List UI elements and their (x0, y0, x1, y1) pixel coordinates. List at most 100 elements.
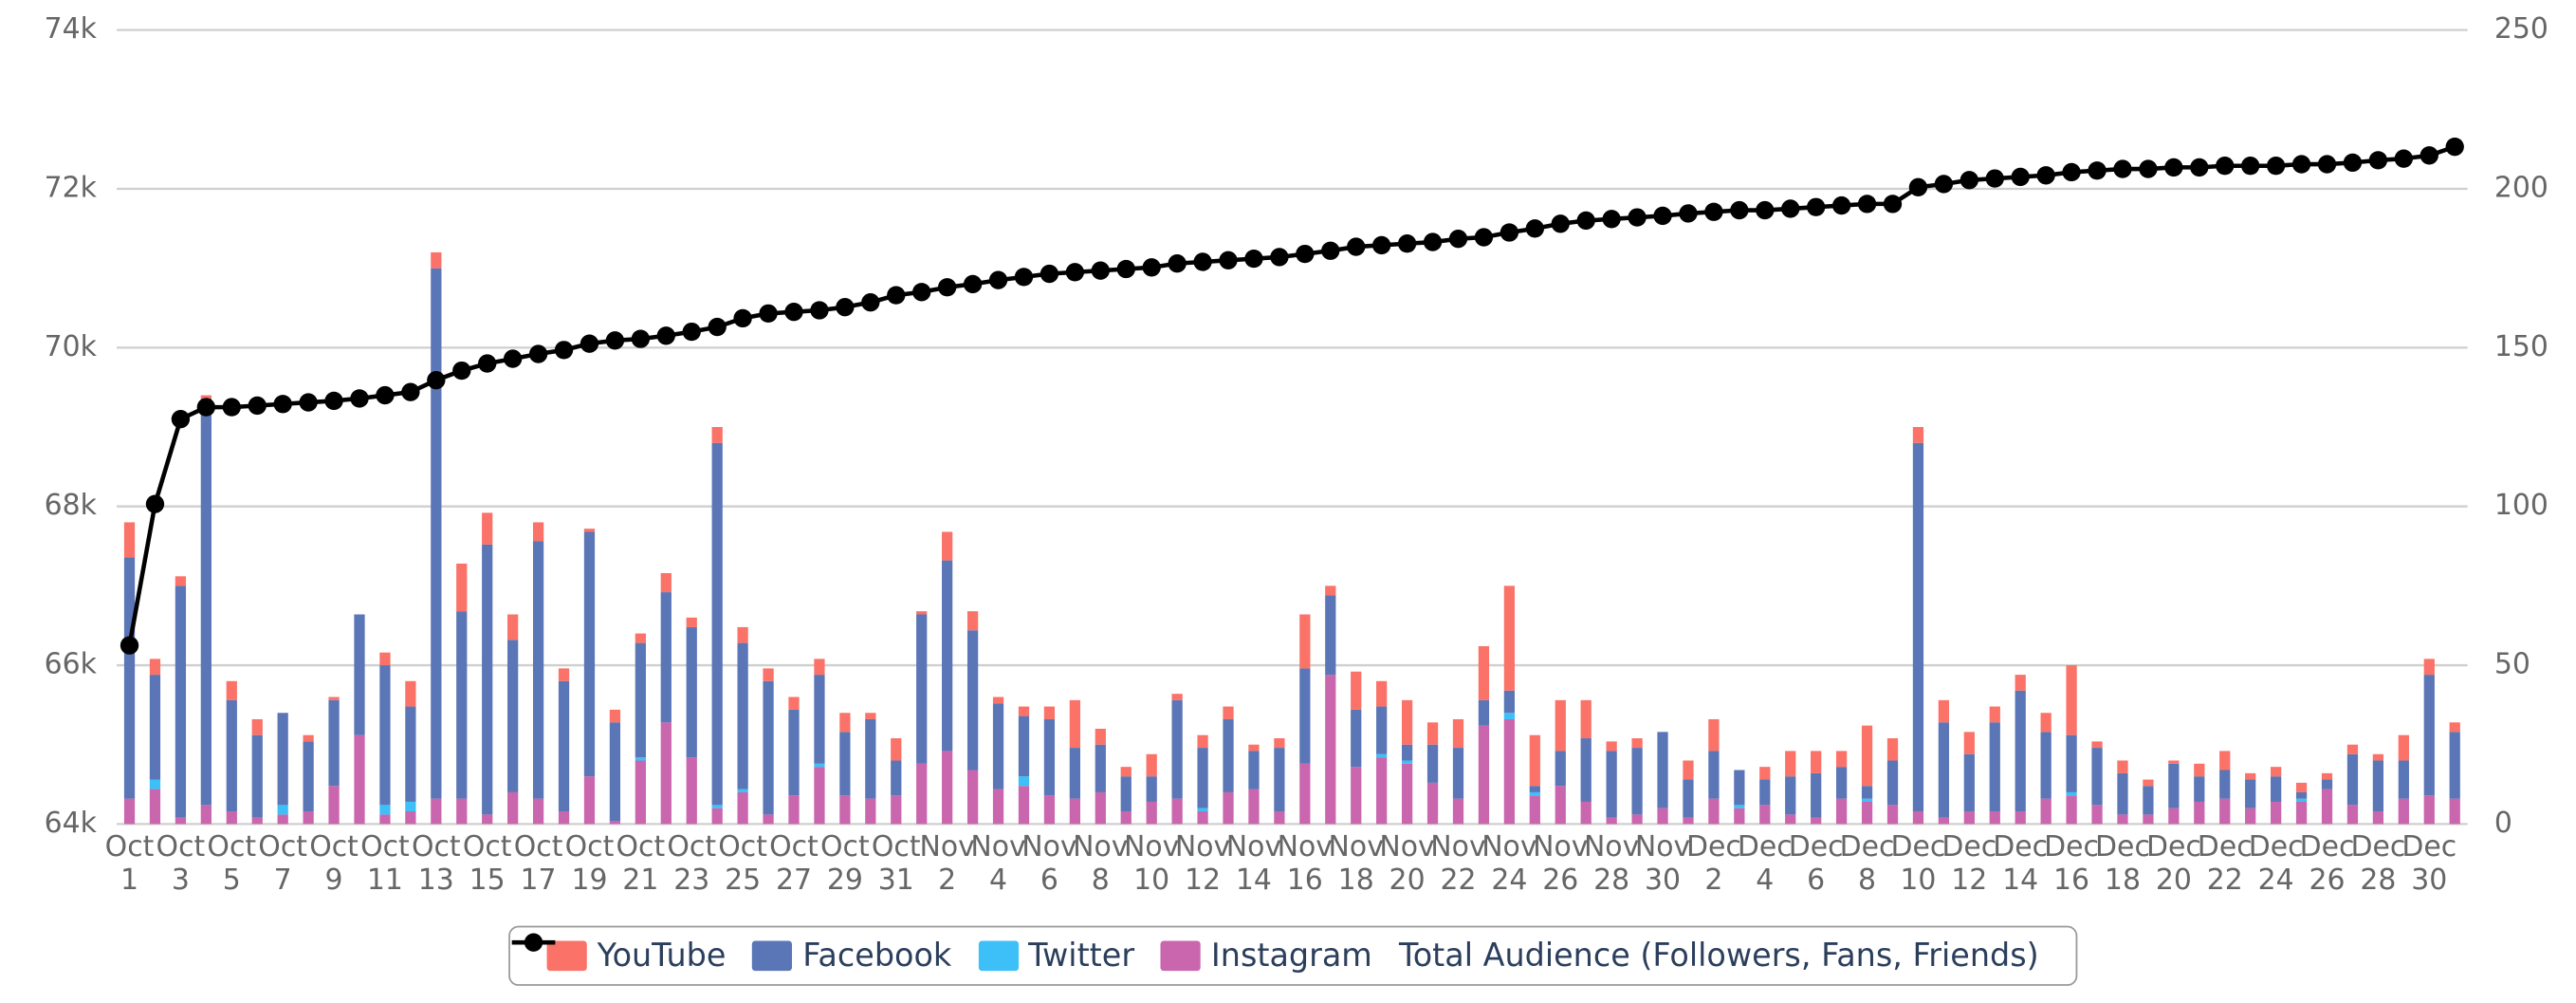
bar-segment (1529, 786, 1540, 792)
bar-segment (865, 713, 876, 719)
bar-segment (1248, 789, 1260, 825)
line-marker (759, 304, 778, 324)
line-marker (682, 322, 701, 342)
bar-segment (1606, 751, 1617, 818)
bar-segment (1529, 795, 1540, 825)
line-marker (452, 361, 471, 381)
bar-segment (1606, 741, 1617, 752)
bar-segment (1657, 732, 1668, 808)
bar-segment (1197, 808, 1208, 812)
bar-segment (635, 642, 646, 758)
bar-segment (763, 680, 774, 815)
bar-segment (1401, 699, 1413, 745)
bar-segment (2219, 751, 2231, 771)
line-marker (784, 303, 803, 322)
bar-segment (1146, 776, 1157, 802)
line-marker (1397, 234, 1417, 253)
x-tick-label: Oct 31 (871, 830, 921, 898)
legend-swatch (752, 940, 793, 972)
bar-segment (2449, 732, 2460, 799)
bar-segment (2066, 791, 2077, 796)
bar-segment (1478, 725, 1490, 825)
x-tick-label: Oct 21 (616, 830, 666, 898)
bar-segment (2066, 734, 2077, 792)
bar-segment (737, 789, 748, 792)
bar-segment (2271, 801, 2282, 825)
bar-segment (942, 751, 953, 825)
x-tick-label: Oct 23 (667, 830, 717, 898)
bar-segment (1452, 748, 1464, 799)
bar-segment (1248, 751, 1260, 789)
bar-segment (814, 763, 825, 768)
line-marker (427, 370, 446, 390)
x-tick-label: Nov 2 (919, 830, 975, 898)
legend-label: Instagram (1210, 937, 1372, 975)
bar-segment (2398, 798, 2409, 825)
line-marker (1653, 206, 1672, 226)
line-marker (1628, 208, 1647, 227)
bar-segment (660, 592, 672, 723)
bar-segment (916, 611, 928, 615)
legend: YouTube Facebook Twitter Instagram Total Aud… (508, 925, 2078, 986)
bar-segment (2117, 760, 2128, 773)
bar-segment (1759, 767, 1771, 780)
line-marker (171, 409, 191, 429)
x-tick-label: Oct 9 (309, 830, 359, 898)
x-tick-label: Nov 16 (1277, 830, 1334, 898)
bar-segment (583, 776, 596, 825)
legend-swatch (546, 940, 588, 972)
line-marker (1321, 241, 1340, 260)
y-tick-label: 64k (45, 807, 98, 840)
bar-segment (149, 659, 161, 676)
legend-marker (524, 933, 543, 952)
bar-segment (405, 801, 416, 812)
bar-segment (763, 814, 774, 825)
bar-segment (2449, 722, 2460, 733)
line-marker (2291, 155, 2311, 174)
line-marker (2216, 157, 2235, 176)
bar-segment (532, 541, 544, 799)
bar-segment (1376, 680, 1388, 707)
line-marker (1065, 263, 1085, 282)
line-marker (1168, 253, 1187, 273)
x-tick-label: Dec 26 (2299, 830, 2355, 898)
bar-segment (2219, 798, 2231, 825)
bar-segment (251, 718, 263, 735)
bar-segment (1555, 699, 1566, 752)
bar-segment (1989, 722, 2000, 812)
bar-segment (1529, 734, 1540, 787)
x-tick-label: Dec 14 (1993, 830, 2049, 898)
bar-segment (2372, 760, 2384, 812)
line-marker (1960, 171, 1978, 190)
line-marker (1831, 195, 1851, 215)
line-marker (1679, 204, 1698, 223)
line-marker (478, 354, 497, 373)
x-tick-label: Oct 19 (564, 830, 615, 898)
bar-segment (1197, 748, 1208, 808)
bar-segment (609, 722, 621, 822)
bar-segment (507, 640, 519, 792)
line-marker (631, 329, 651, 348)
x-tick-label: Nov 6 (1021, 830, 1077, 898)
bar-segment (379, 652, 391, 666)
bar-segment (2295, 782, 2308, 792)
bar-segment (2015, 675, 2026, 691)
line-marker (733, 308, 752, 328)
chart: 64k 66k 68k 70k 72k 74k 0 50 100 150 200 250 (45, 12, 2548, 840)
line-marker (2343, 153, 2363, 173)
bar-segment (2372, 811, 2384, 825)
bar-segment (226, 811, 237, 825)
line-marker (1116, 259, 1135, 279)
bar-segment (1452, 798, 1464, 825)
bar-segment (1963, 811, 1975, 825)
bar-segment (303, 741, 314, 812)
bar-segment (2143, 779, 2154, 787)
bar-segment (2321, 789, 2333, 825)
line-marker (1040, 264, 1059, 284)
bar-segment (992, 703, 1004, 789)
bar-segment (2194, 801, 2205, 825)
line-marker (196, 398, 216, 417)
bar-segment (507, 791, 519, 825)
bar-segment (1299, 763, 1311, 825)
bar-segment (2321, 772, 2333, 780)
